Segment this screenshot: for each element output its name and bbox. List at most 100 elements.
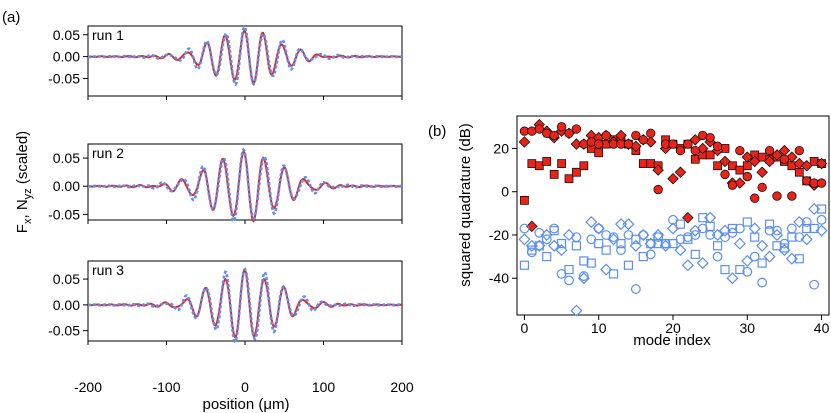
data-point-diamond bbox=[562, 228, 576, 242]
data-point-circle bbox=[794, 232, 805, 243]
data-point-diamond bbox=[666, 222, 680, 235]
data-point-circle bbox=[675, 145, 686, 156]
data-point-circle bbox=[594, 139, 604, 149]
y-tick-label: -0.05 bbox=[48, 206, 80, 222]
x-tick-label: -200 bbox=[74, 379, 102, 395]
x-tick-label: 0 bbox=[521, 320, 529, 336]
x-tick-label: 200 bbox=[390, 379, 414, 395]
data-point-circle bbox=[787, 191, 797, 201]
data-point-square bbox=[579, 256, 589, 266]
data-point-circle bbox=[682, 232, 693, 243]
data-point-circle bbox=[608, 232, 619, 243]
data-point-square bbox=[720, 264, 730, 275]
dashed-trace bbox=[87, 267, 402, 344]
data-point-square bbox=[631, 234, 641, 244]
data-point-circle bbox=[638, 135, 648, 145]
data-point-diamond bbox=[674, 244, 687, 257]
data-point-square bbox=[757, 258, 767, 268]
data-point-diamond bbox=[518, 233, 531, 246]
panel-b-label: (b) bbox=[428, 123, 446, 140]
data-point-circle bbox=[734, 223, 745, 234]
panel-a-xticks: -200 -100 0 100 200 bbox=[74, 379, 414, 395]
x-tick-label: 100 bbox=[312, 379, 336, 395]
data-point-diamond bbox=[793, 157, 805, 170]
data-point-diamond bbox=[644, 237, 657, 250]
data-point-diamond bbox=[518, 136, 531, 148]
panel-a-label: (a) bbox=[2, 9, 20, 26]
data-point-circle bbox=[645, 249, 656, 260]
ylabel-tail: (scaled) bbox=[14, 131, 31, 189]
data-point-circle bbox=[794, 145, 804, 156]
data-point-diamond bbox=[652, 164, 664, 176]
data-point-circle bbox=[534, 124, 544, 134]
data-point-square bbox=[571, 241, 582, 251]
data-point-square bbox=[557, 159, 566, 168]
ylabel-sub1: x bbox=[22, 218, 34, 224]
data-point-circle bbox=[564, 128, 574, 138]
data-point-square bbox=[735, 165, 745, 175]
data-point-diamond bbox=[555, 244, 568, 257]
data-point-square bbox=[712, 241, 723, 251]
data-point-square bbox=[594, 239, 604, 249]
data-point-diamond bbox=[548, 239, 561, 252]
data-point-circle bbox=[623, 139, 634, 149]
data-point-diamond bbox=[815, 224, 828, 237]
data-point-square bbox=[601, 245, 611, 255]
data-point-circle bbox=[675, 234, 686, 245]
data-point-circle bbox=[534, 227, 545, 238]
data-point-diamond bbox=[808, 202, 821, 216]
data-point-square bbox=[779, 243, 790, 253]
data-point-diamond bbox=[756, 239, 769, 252]
data-point-circle bbox=[653, 184, 663, 195]
data-point-circle bbox=[541, 234, 552, 245]
data-point-square bbox=[519, 260, 530, 270]
data-point-square bbox=[594, 148, 604, 158]
ylabel-main: F bbox=[14, 224, 31, 233]
data-point-square bbox=[816, 204, 827, 214]
data-point-diamond bbox=[614, 218, 628, 231]
y-tick-label: -0.05 bbox=[48, 323, 80, 339]
data-point-circle bbox=[630, 284, 641, 294]
data-point-square bbox=[690, 249, 700, 260]
data-point-diamond bbox=[771, 149, 783, 161]
data-point-diamond bbox=[526, 220, 538, 233]
data-point-circle bbox=[727, 180, 738, 190]
y-tick-label: 0.05 bbox=[53, 150, 80, 166]
data-point-circle bbox=[764, 225, 775, 236]
data-point-circle bbox=[690, 145, 700, 156]
data-point-circle bbox=[601, 230, 612, 240]
data-point-diamond bbox=[756, 166, 768, 178]
data-point-circle bbox=[593, 223, 604, 234]
run-label: run 3 bbox=[92, 262, 124, 278]
data-point-square bbox=[757, 152, 767, 162]
data-point-square bbox=[608, 269, 619, 279]
data-point-square bbox=[534, 161, 544, 171]
y-tick-label: -0.05 bbox=[48, 71, 80, 87]
data-point-square bbox=[713, 161, 722, 171]
data-point-circle bbox=[623, 230, 634, 240]
data-point-square bbox=[646, 159, 656, 168]
data-point-square bbox=[728, 161, 737, 171]
data-point-circle bbox=[571, 124, 582, 134]
y-tick-label: 0.05 bbox=[53, 27, 80, 43]
data-point-circle bbox=[578, 271, 589, 281]
y-tick-label: 0.00 bbox=[53, 297, 80, 313]
y-tick-label: 0.00 bbox=[53, 178, 80, 194]
data-point-circle bbox=[660, 238, 671, 249]
x-tick-label: 40 bbox=[814, 320, 830, 336]
dashed-trace bbox=[88, 147, 402, 223]
data-point-square bbox=[572, 167, 581, 177]
data-point-square bbox=[705, 150, 715, 160]
panel-a-ylabel: Fx, Nyz (scaled) bbox=[14, 131, 34, 233]
panel-b-xlabel: mode index bbox=[633, 332, 711, 349]
data-point-circle bbox=[809, 279, 820, 290]
data-point-diamond bbox=[689, 134, 701, 146]
x-tick-label: 10 bbox=[591, 320, 607, 336]
data-point-circle bbox=[772, 191, 782, 201]
data-point-diamond bbox=[718, 224, 732, 237]
data-point-square bbox=[616, 239, 626, 249]
run-label: run 1 bbox=[92, 27, 124, 43]
run-2-panel: run 2 0.05 0.00 -0.05 bbox=[48, 143, 403, 224]
